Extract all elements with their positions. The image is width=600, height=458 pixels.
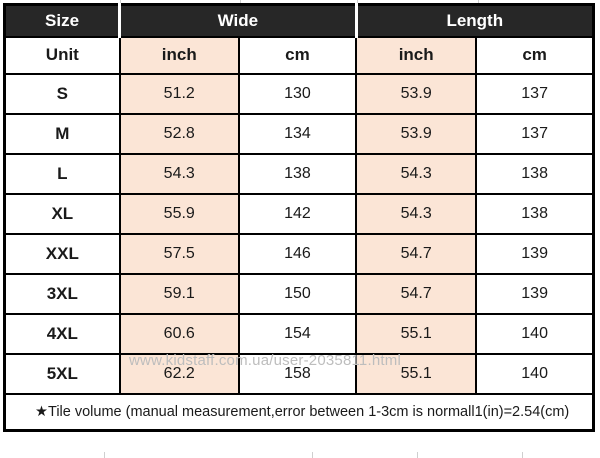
size-label: S — [3, 72, 121, 115]
wide-cm-value: 154 — [237, 312, 358, 355]
gridline-stub — [417, 452, 418, 458]
unit-row: Unit inch cm inch cm — [3, 35, 595, 75]
gridline-stub — [120, 0, 121, 3]
length-inch-value: 54.7 — [355, 232, 478, 275]
table-row: 5XL 62.2 158 55.1 140 — [3, 352, 595, 395]
unit-label: Unit — [3, 35, 121, 75]
unit-length-cm: cm — [475, 35, 595, 75]
length-cm-value: 140 — [475, 312, 595, 355]
size-label: 3XL — [3, 272, 121, 315]
wide-inch-value: 51.2 — [118, 72, 240, 115]
measurement-note: ★Tile volume (manual measurement,error b… — [35, 403, 475, 420]
size-label: L — [3, 152, 121, 195]
size-label: M — [3, 112, 121, 155]
gridline-stub — [522, 452, 523, 458]
unit-wide-cm: cm — [237, 35, 358, 75]
gridline-stub — [104, 452, 105, 458]
header-length: Length — [354, 4, 594, 37]
length-inch-value: 54.3 — [355, 152, 478, 195]
wide-cm-value: 158 — [237, 352, 358, 395]
gridline-stub — [240, 0, 241, 3]
size-label: XL — [3, 192, 121, 235]
table-row: 3XL 59.1 150 54.7 139 — [3, 272, 595, 315]
length-inch-value: 53.9 — [355, 112, 478, 155]
wide-cm-value: 150 — [237, 272, 358, 315]
wide-cm-value: 130 — [237, 72, 358, 115]
length-cm-value: 139 — [475, 272, 595, 315]
header-wide: Wide — [118, 4, 357, 37]
gridline-stub — [312, 452, 313, 458]
wide-inch-value: 59.1 — [118, 272, 240, 315]
wide-inch-value: 57.5 — [118, 232, 240, 275]
length-cm-value: 140 — [475, 352, 595, 395]
table-row: M 52.8 134 53.9 137 — [3, 112, 595, 155]
wide-inch-value: 52.8 — [118, 112, 240, 155]
wide-inch-value: 62.2 — [118, 352, 240, 395]
length-inch-value: 55.1 — [355, 352, 478, 395]
table-row: L 54.3 138 54.3 138 — [3, 152, 595, 195]
footer-note-row: ★Tile volume (manual measurement,error b… — [3, 392, 595, 432]
size-label: 4XL — [3, 312, 121, 355]
table-row: 4XL 60.6 154 55.1 140 — [3, 312, 595, 355]
section-header-row: Size Wide Length — [4, 4, 594, 37]
wide-inch-value: 60.6 — [118, 312, 240, 355]
footer-note-cell: ★Tile volume (manual measurement,error b… — [3, 392, 595, 432]
length-cm-value: 139 — [475, 232, 595, 275]
size-label: XXL — [3, 232, 121, 275]
wide-inch-value: 54.3 — [118, 152, 240, 195]
unit-conversion-note: 1(in)=2.54(cm) — [474, 403, 570, 420]
length-cm-value: 138 — [475, 192, 595, 235]
wide-cm-value: 138 — [237, 152, 358, 195]
wide-cm-value: 146 — [237, 232, 358, 275]
header-size: Size — [4, 4, 120, 37]
table-row: S 51.2 130 53.9 137 — [3, 72, 595, 115]
size-chart-table: Size Wide Length Unit inch cm inch cm S … — [3, 3, 595, 432]
gridline-stub — [478, 0, 479, 3]
wide-inch-value: 55.9 — [118, 192, 240, 235]
wide-cm-value: 142 — [237, 192, 358, 235]
length-inch-value: 53.9 — [355, 72, 478, 115]
unit-length-inch: inch — [355, 35, 478, 75]
length-inch-value: 54.3 — [355, 192, 478, 235]
gridline-stub — [357, 0, 358, 3]
size-label: 5XL — [3, 352, 121, 395]
table-row: XXL 57.5 146 54.7 139 — [3, 232, 595, 275]
unit-wide-inch: inch — [118, 35, 240, 75]
table-row: XL 55.9 142 54.3 138 — [3, 192, 595, 235]
length-cm-value: 138 — [475, 152, 595, 195]
length-cm-value: 137 — [475, 112, 595, 155]
wide-cm-value: 134 — [237, 112, 358, 155]
length-inch-value: 54.7 — [355, 272, 478, 315]
length-inch-value: 55.1 — [355, 312, 478, 355]
length-cm-value: 137 — [475, 72, 595, 115]
